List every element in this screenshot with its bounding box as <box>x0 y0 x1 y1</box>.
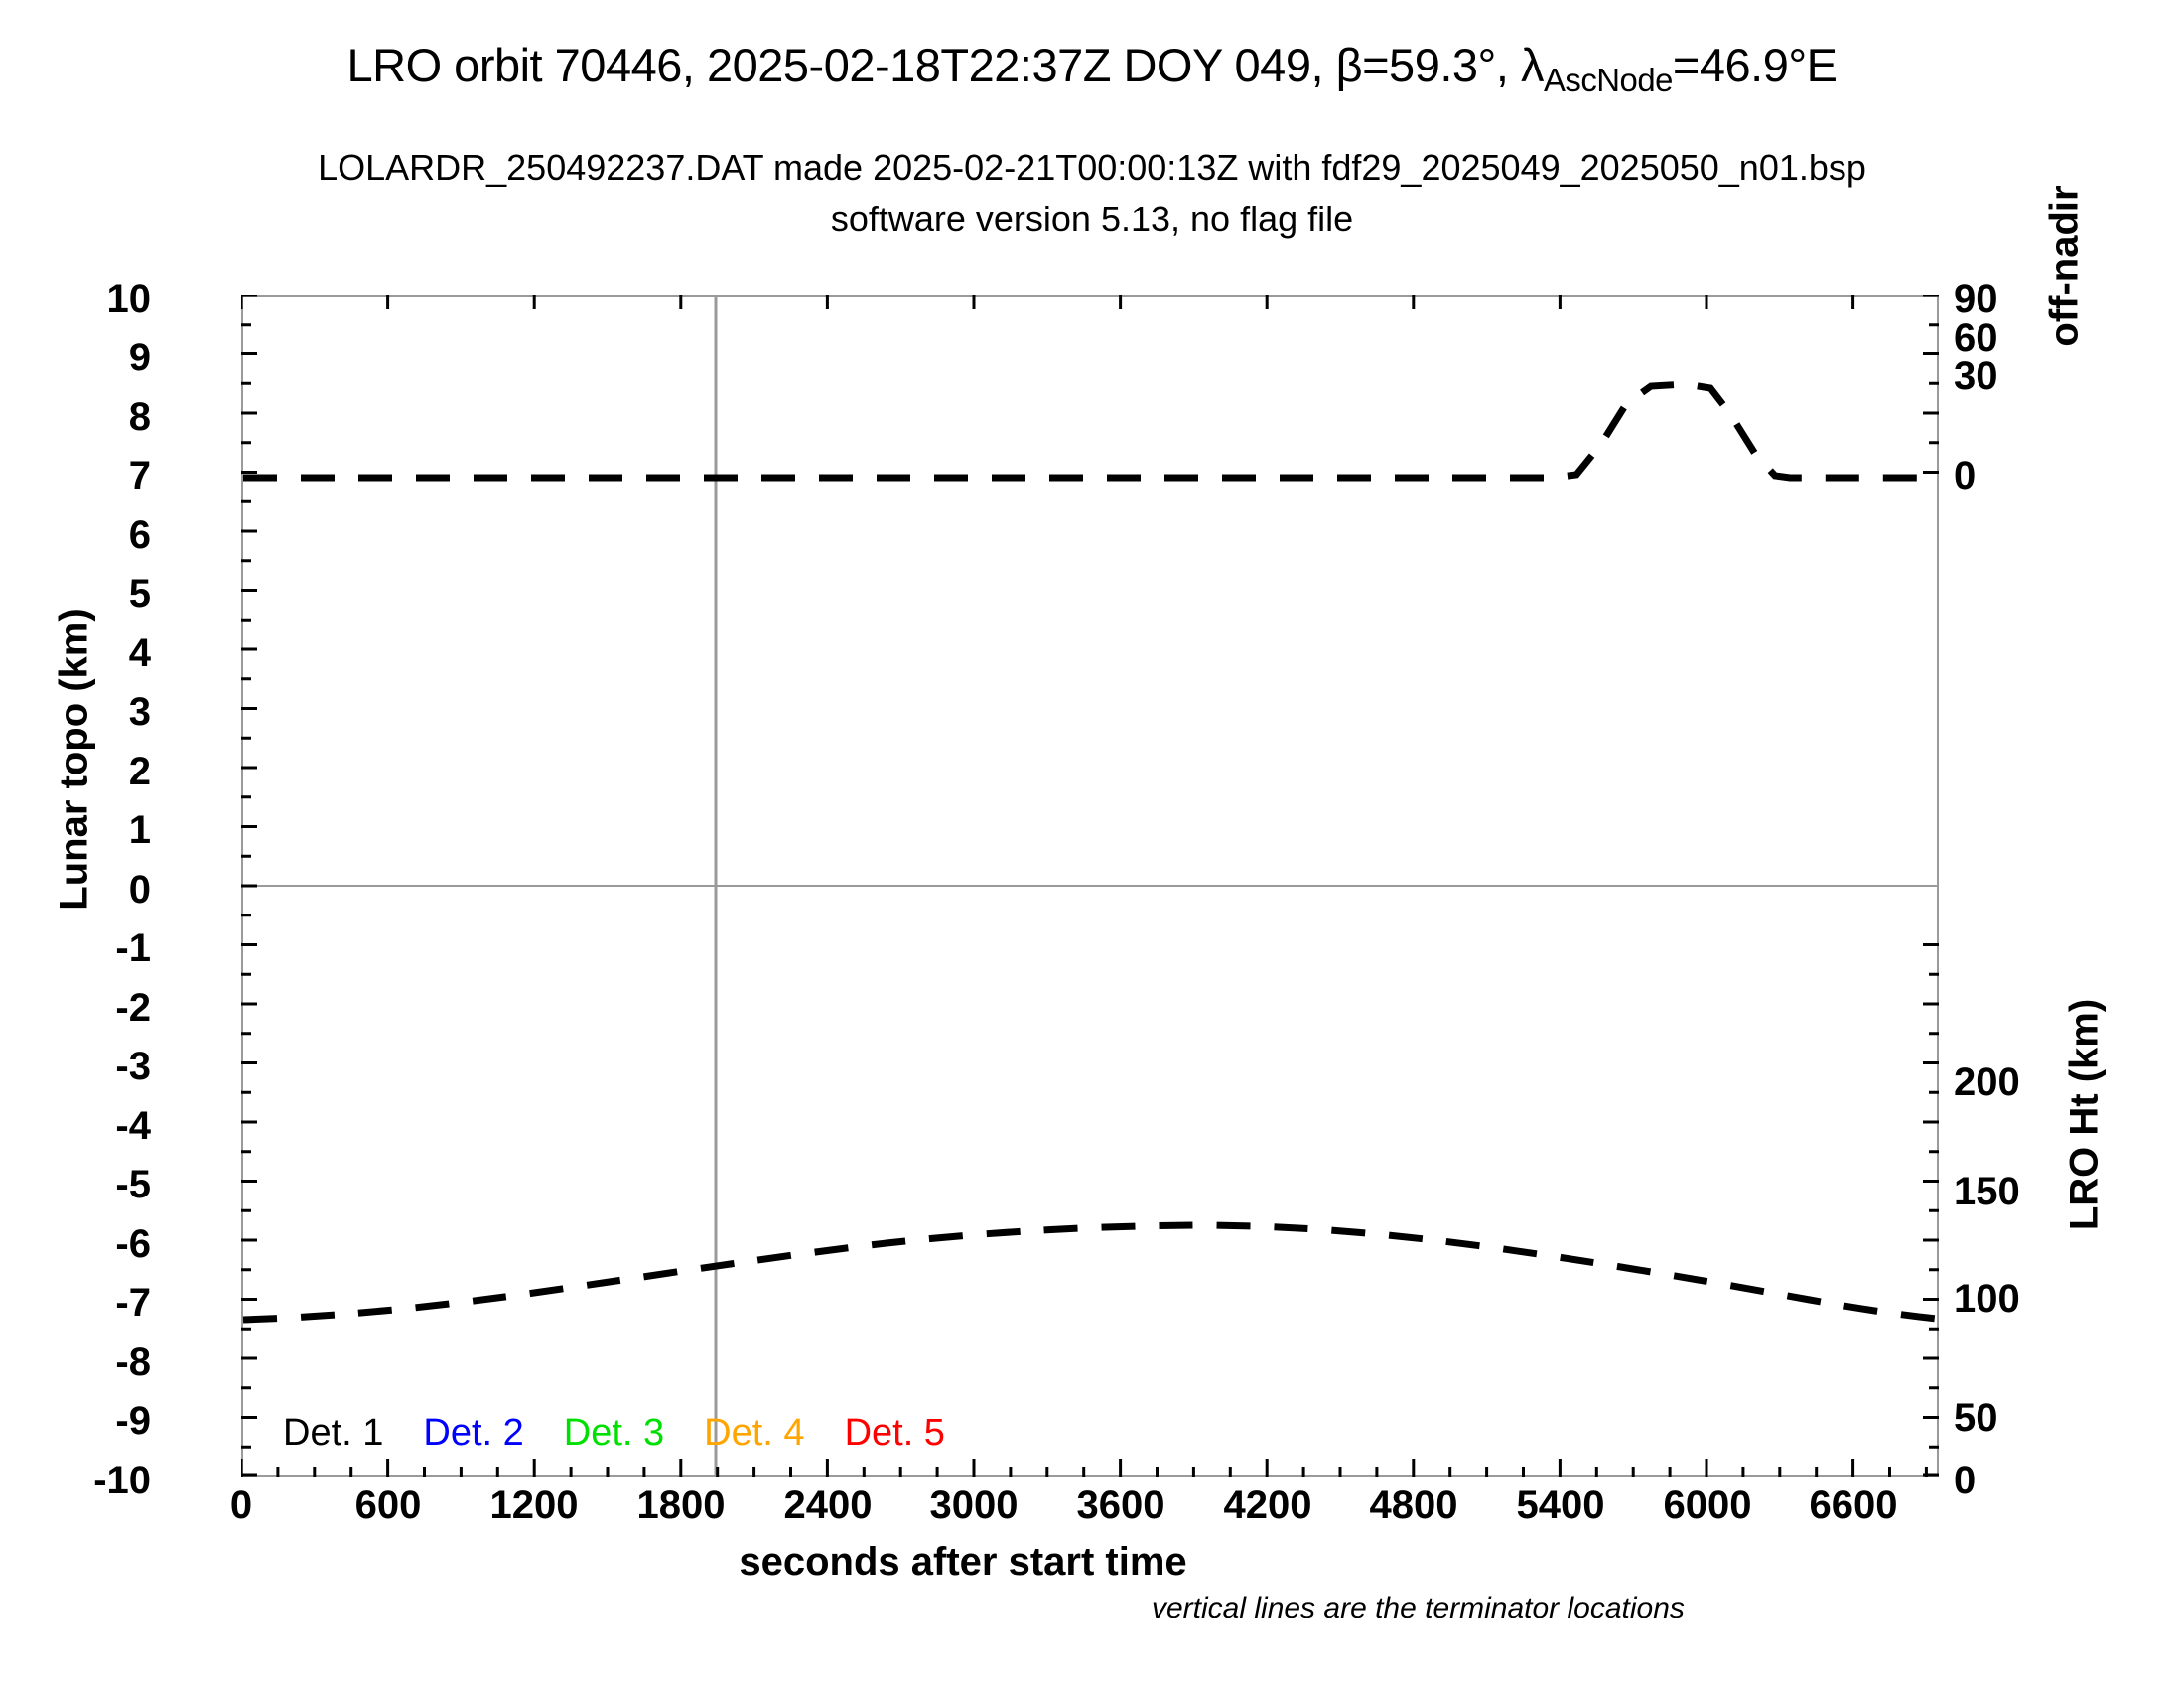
x-axis-label: seconds after start time <box>739 1540 1187 1584</box>
ytick-left-m1: -1 <box>115 926 151 970</box>
offnadir-curve <box>243 380 1937 482</box>
ytick-left-m6: -6 <box>115 1222 151 1266</box>
ytick-lroht-50: 50 <box>1954 1396 1998 1440</box>
ytick-left-m5: -5 <box>115 1163 151 1206</box>
legend-item-det-1: Det. 1 <box>283 1412 384 1454</box>
ytick-left-m10: -10 <box>93 1459 151 1502</box>
ytick-offnadir-0: 0 <box>1954 454 1977 497</box>
xtick-4800: 4800 <box>1369 1483 1458 1527</box>
title-main-prefix: LRO orbit 70446, 2025-02-18T22:37Z DOY 0… <box>346 39 1544 91</box>
right-axis-ticks <box>1923 295 1939 1477</box>
xtick-2400: 2400 <box>783 1483 873 1527</box>
xtick-6600: 6600 <box>1809 1483 1898 1527</box>
legend-item-det-5: Det. 5 <box>844 1412 945 1454</box>
ytick-left-1: 1 <box>128 808 151 852</box>
ytick-lroht-0: 0 <box>1954 1459 1977 1502</box>
ytick-left-m3: -3 <box>115 1045 151 1088</box>
ytick-left-6: 6 <box>128 513 151 557</box>
ytick-left-3: 3 <box>128 690 151 734</box>
xtick-3600: 3600 <box>1076 1483 1165 1527</box>
xtick-4200: 4200 <box>1223 1483 1312 1527</box>
y-axis-label-offnadir: off-nadir <box>2042 185 2087 347</box>
legend-item-det-3: Det. 3 <box>563 1412 665 1454</box>
legend-item-det-4: Det. 4 <box>704 1412 805 1454</box>
ytick-left-7: 7 <box>128 454 151 497</box>
detector-legend: Det. 1 Det. 2 Det. 3 Det. 4 Det. 5 <box>283 1414 945 1452</box>
y-axis-label-left: Lunar topo (km) <box>52 608 96 911</box>
title-main-subscript: AscNode <box>1543 61 1673 98</box>
page-title: LRO orbit 70446, 2025-02-18T22:37Z DOY 0… <box>0 38 2184 99</box>
xtick-5400: 5400 <box>1516 1483 1605 1527</box>
subtitle-software: software version 5.13, no flag file <box>830 199 1354 239</box>
ytick-left-2: 2 <box>128 750 151 793</box>
top-axis-ticks <box>241 295 1855 309</box>
ytick-lroht-150: 150 <box>1954 1170 2020 1213</box>
ytick-left-5: 5 <box>128 572 151 616</box>
legend-item-det-2: Det. 2 <box>423 1412 524 1454</box>
y-axis-label-lro-height: LRO Ht (km) <box>2062 998 2107 1231</box>
ytick-offnadir-90: 90 <box>1954 277 1998 321</box>
plot-area <box>241 295 1939 1477</box>
title-main-suffix: =46.9°E <box>1672 39 1838 91</box>
ytick-left-m8: -8 <box>115 1340 151 1384</box>
ytick-left-0: 0 <box>128 868 151 912</box>
ytick-offnadir-60: 60 <box>1954 316 1998 359</box>
ytick-left-9: 9 <box>128 336 151 379</box>
xtick-1800: 1800 <box>636 1483 726 1527</box>
ytick-left-m9: -9 <box>115 1399 151 1443</box>
ytick-left-m7: -7 <box>115 1281 151 1325</box>
bottom-axis-ticks <box>241 1459 1928 1477</box>
lro-height-curve <box>242 1221 1938 1324</box>
ytick-left-m4: -4 <box>115 1104 151 1148</box>
ytick-lroht-200: 200 <box>1954 1060 2020 1104</box>
ytick-left-4: 4 <box>128 632 151 675</box>
xtick-0: 0 <box>229 1483 253 1527</box>
ytick-left-8: 8 <box>128 395 151 439</box>
ytick-lroht-100: 100 <box>1954 1277 2020 1321</box>
xtick-1200: 1200 <box>489 1483 579 1527</box>
xtick-6000: 6000 <box>1663 1483 1752 1527</box>
ytick-left-10: 10 <box>106 277 152 321</box>
xtick-3000: 3000 <box>929 1483 1019 1527</box>
left-axis-ticks <box>241 295 257 1477</box>
xtick-600: 600 <box>354 1483 422 1527</box>
terminator-note: vertical lines are the terminator locati… <box>1152 1592 1685 1624</box>
subtitle-datafile: LOLARDR_250492237.DAT made 2025-02-21T00… <box>318 147 1866 188</box>
ytick-offnadir-30: 30 <box>1954 354 1998 398</box>
ytick-left-m2: -2 <box>115 986 151 1030</box>
